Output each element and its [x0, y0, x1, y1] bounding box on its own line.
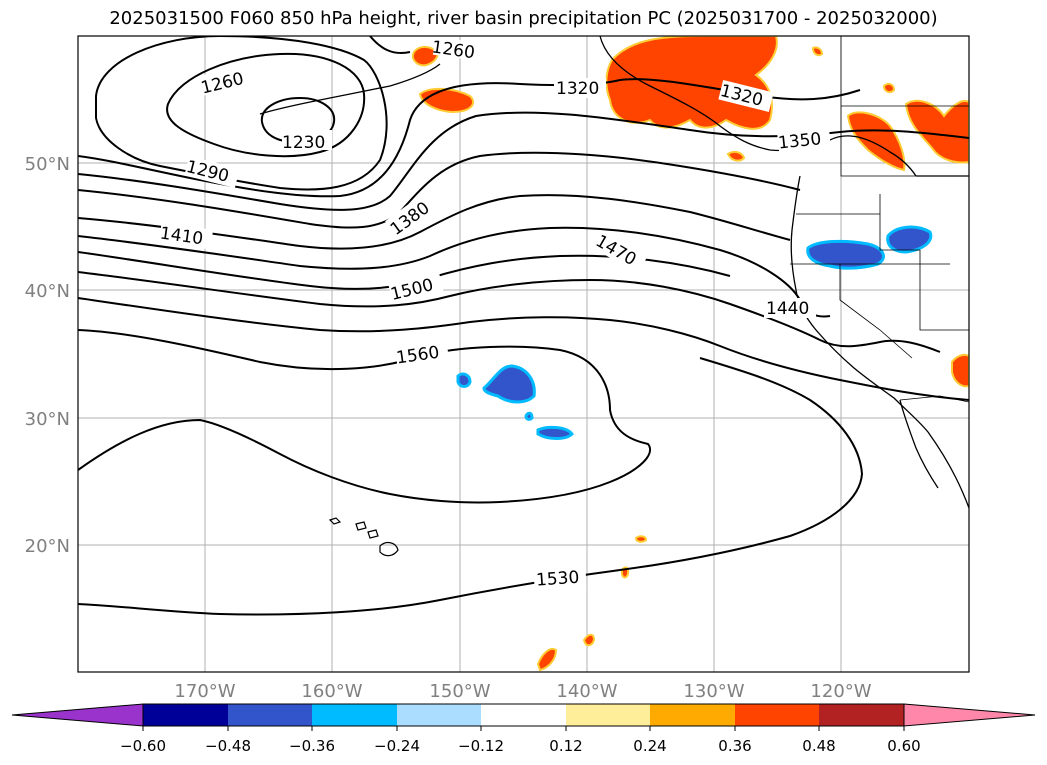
border-us-states-3 — [879, 214, 969, 331]
precip-area-tropic-2 — [582, 633, 596, 647]
lat-label-40n: 40°N — [25, 281, 70, 302]
lon-label-150w: 150°W — [429, 681, 490, 702]
colorbar-tick-9: 0.60 — [887, 737, 920, 755]
colorbar-frame — [142, 703, 905, 727]
precip-area-pacific-3 — [456, 372, 472, 388]
colorbar-tick-3: −0.24 — [374, 737, 420, 755]
precip-negative-areas — [456, 225, 933, 440]
precip-area-small-1 — [882, 82, 896, 94]
precip-area-southwest — [951, 353, 969, 388]
contour-1350 — [78, 111, 969, 211]
contour-label-1440: 1440 — [766, 299, 809, 319]
precip-area-small-2 — [811, 46, 824, 57]
colorbar-tick-2: −0.36 — [289, 737, 335, 755]
contour-1260-ne — [369, 36, 411, 54]
colorbar-segment-9 — [819, 704, 904, 726]
contour-label-1230: 1230 — [282, 133, 325, 153]
coastline-north-america-west — [790, 175, 969, 509]
precip-area-pacific-4 — [524, 411, 534, 421]
colorbar-tick-0: −0.60 — [120, 737, 166, 755]
latitude-labels: 50°N 40°N 30°N 20°N — [25, 154, 70, 557]
precip-area-canada-far — [904, 99, 969, 164]
colorbar-tick-7: 0.36 — [718, 737, 751, 755]
contour-label-group: 1260 1230 1290 1410 1380 1320 1320 1350 … — [159, 36, 831, 591]
colorbar-segment-1 — [143, 704, 228, 726]
lat-label-30n: 30°N — [25, 409, 70, 430]
colorbar-segment-5 — [481, 704, 566, 726]
contour-label-1320-a: 1320 — [556, 79, 599, 99]
contour-label-1530: 1530 — [535, 568, 580, 591]
island-4 — [379, 541, 399, 557]
colorbar-tick-8: 0.48 — [802, 737, 835, 755]
colorbar-tick-4: −0.12 — [458, 737, 504, 755]
precip-area-bc — [726, 150, 746, 162]
coastline-baja — [899, 399, 939, 489]
lon-label-120w: 120°W — [810, 681, 871, 702]
precip-area-tropic-1 — [536, 648, 558, 672]
lat-label-20n: 20°N — [25, 536, 70, 557]
colorbar-segment-0 — [11, 703, 144, 727]
precip-area-idaho — [886, 225, 933, 254]
colorbar-tick-6: 0.24 — [633, 737, 666, 755]
contour-1260 — [166, 52, 366, 158]
coastline-alaska-peninsula — [259, 63, 441, 115]
island-1 — [328, 517, 342, 525]
precip-area-aleutian — [411, 46, 440, 67]
colorbar: −0.60 −0.48 −0.36 −0.24 −0.12 0.12 0.24 … — [11, 703, 1036, 755]
lon-label-170w: 170°W — [174, 681, 235, 702]
gridlines — [78, 36, 969, 672]
contour-1440a — [78, 226, 831, 318]
map-frame — [77, 35, 970, 673]
lat-label-50n: 50°N — [25, 154, 70, 175]
contour-1230 — [260, 96, 336, 144]
colorbar-segment-3 — [312, 704, 397, 726]
colorbar-segment-4 — [397, 704, 481, 726]
colorbar-segment-6 — [566, 704, 650, 726]
contour-1470 — [78, 271, 941, 353]
contour-label-1350: 1350 — [777, 129, 822, 153]
contour-1380 — [78, 151, 801, 229]
colorbar-segment-10 — [903, 703, 1036, 727]
colorbar-tick-5: 0.12 — [549, 737, 582, 755]
precip-area-alaska — [605, 36, 778, 130]
lon-label-160w: 160°W — [301, 681, 362, 702]
contour-1530 — [78, 357, 864, 616]
height-contours — [78, 36, 969, 616]
colorbar-segment-2 — [228, 704, 312, 726]
page-title: 2025031500 F060 850 hPa height, river ba… — [109, 8, 938, 29]
border-canada-us — [840, 36, 969, 177]
colorbar-tick-1: −0.48 — [205, 737, 251, 755]
island-3 — [367, 529, 379, 539]
contour-1560 — [78, 329, 651, 504]
border-us-states-4 — [839, 264, 913, 359]
colorbar-segment-7 — [650, 704, 735, 726]
coastline-alaska — [599, 36, 917, 177]
contour-1500 — [78, 297, 969, 401]
colorbar-segment-8 — [735, 704, 819, 726]
hawaii-islands — [328, 517, 399, 557]
contour-1410 — [78, 194, 791, 250]
precip-area-tropic-4 — [634, 535, 648, 543]
map-background — [78, 36, 969, 672]
lon-label-130w: 130°W — [683, 681, 744, 702]
island-2 — [355, 521, 367, 531]
longitude-labels: 170°W 160°W 150°W 140°W 130°W 120°W — [174, 681, 871, 702]
precip-area-canada-east — [846, 111, 906, 172]
lon-label-140w: 140°W — [556, 681, 617, 702]
precip-area-pacific-2 — [536, 425, 574, 440]
precip-area-pacific-1 — [482, 364, 536, 404]
